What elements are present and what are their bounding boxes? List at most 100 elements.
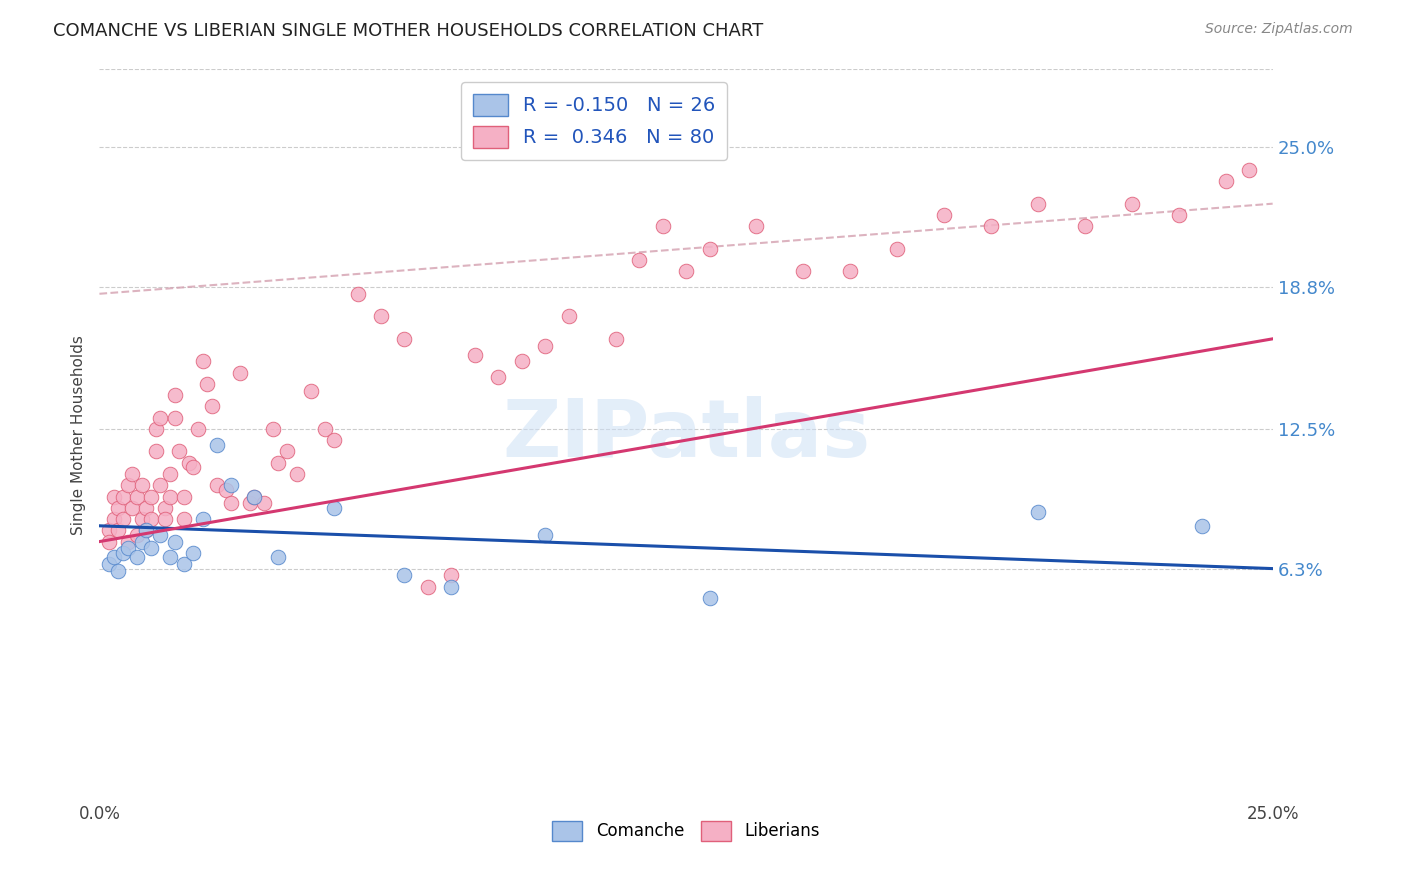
Point	[886, 242, 908, 256]
Point	[177, 456, 200, 470]
Point	[276, 444, 298, 458]
Text: Source: ZipAtlas.com: Source: ZipAtlas.com	[1205, 22, 1353, 37]
Point	[346, 286, 368, 301]
Point	[163, 534, 186, 549]
Point	[215, 483, 238, 497]
Point	[792, 264, 814, 278]
Point	[125, 490, 148, 504]
Point	[117, 541, 139, 556]
Point	[145, 444, 167, 458]
Point	[243, 490, 266, 504]
Point	[323, 500, 346, 515]
Point	[135, 524, 157, 538]
Point	[980, 219, 1002, 234]
Point	[139, 512, 162, 526]
Point	[205, 478, 228, 492]
Point	[103, 490, 125, 504]
Point	[163, 388, 186, 402]
Point	[605, 332, 627, 346]
Point	[131, 478, 153, 492]
Point	[534, 338, 557, 352]
Point	[1026, 505, 1049, 519]
Point	[125, 528, 148, 542]
Point	[103, 550, 125, 565]
Point	[394, 568, 416, 582]
Point	[131, 512, 153, 526]
Legend: R = -0.150   N = 26, R =  0.346   N = 80: R = -0.150 N = 26, R = 0.346 N = 80	[461, 82, 727, 160]
Point	[107, 564, 129, 578]
Point	[699, 591, 721, 605]
Point	[205, 438, 228, 452]
Point	[149, 410, 172, 425]
Point	[139, 541, 162, 556]
Point	[131, 534, 153, 549]
Point	[239, 496, 262, 510]
Point	[440, 580, 463, 594]
Point	[117, 534, 139, 549]
Point	[534, 528, 557, 542]
Point	[394, 332, 416, 346]
Point	[121, 500, 143, 515]
Point	[145, 422, 167, 436]
Point	[117, 478, 139, 492]
Point	[103, 512, 125, 526]
Point	[191, 354, 214, 368]
Point	[111, 546, 134, 560]
Point	[219, 496, 242, 510]
Point	[243, 490, 266, 504]
Point	[191, 512, 214, 526]
Point	[1191, 518, 1213, 533]
Point	[153, 512, 176, 526]
Point	[651, 219, 673, 234]
Point	[839, 264, 862, 278]
Point	[125, 550, 148, 565]
Point	[557, 310, 579, 324]
Point	[111, 512, 134, 526]
Point	[934, 208, 956, 222]
Point	[97, 524, 120, 538]
Point	[173, 557, 195, 571]
Point	[440, 568, 463, 582]
Point	[323, 433, 346, 447]
Point	[299, 384, 322, 398]
Point	[262, 422, 284, 436]
Point	[97, 557, 120, 571]
Point	[153, 500, 176, 515]
Point	[1215, 174, 1237, 188]
Point	[187, 422, 209, 436]
Point	[159, 550, 181, 565]
Point	[1237, 162, 1260, 177]
Point	[486, 370, 509, 384]
Point	[97, 534, 120, 549]
Point	[107, 524, 129, 538]
Point	[135, 524, 157, 538]
Point	[181, 546, 204, 560]
Point	[1121, 196, 1143, 211]
Point	[253, 496, 276, 510]
Point	[1026, 196, 1049, 211]
Point	[159, 467, 181, 481]
Point	[416, 580, 439, 594]
Point	[181, 460, 204, 475]
Text: ZIPatlas: ZIPatlas	[502, 395, 870, 474]
Point	[464, 348, 486, 362]
Point	[163, 410, 186, 425]
Point	[745, 219, 768, 234]
Point	[267, 550, 290, 565]
Point	[159, 490, 181, 504]
Point	[699, 242, 721, 256]
Text: COMANCHE VS LIBERIAN SINGLE MOTHER HOUSEHOLDS CORRELATION CHART: COMANCHE VS LIBERIAN SINGLE MOTHER HOUSE…	[53, 22, 763, 40]
Point	[121, 467, 143, 481]
Point	[285, 467, 308, 481]
Point	[219, 478, 242, 492]
Point	[173, 512, 195, 526]
Point	[135, 500, 157, 515]
Point	[1167, 208, 1189, 222]
Point	[111, 490, 134, 504]
Point	[167, 444, 190, 458]
Point	[195, 376, 218, 391]
Point	[201, 400, 224, 414]
Y-axis label: Single Mother Households: Single Mother Households	[72, 334, 86, 534]
Point	[267, 456, 290, 470]
Point	[229, 366, 252, 380]
